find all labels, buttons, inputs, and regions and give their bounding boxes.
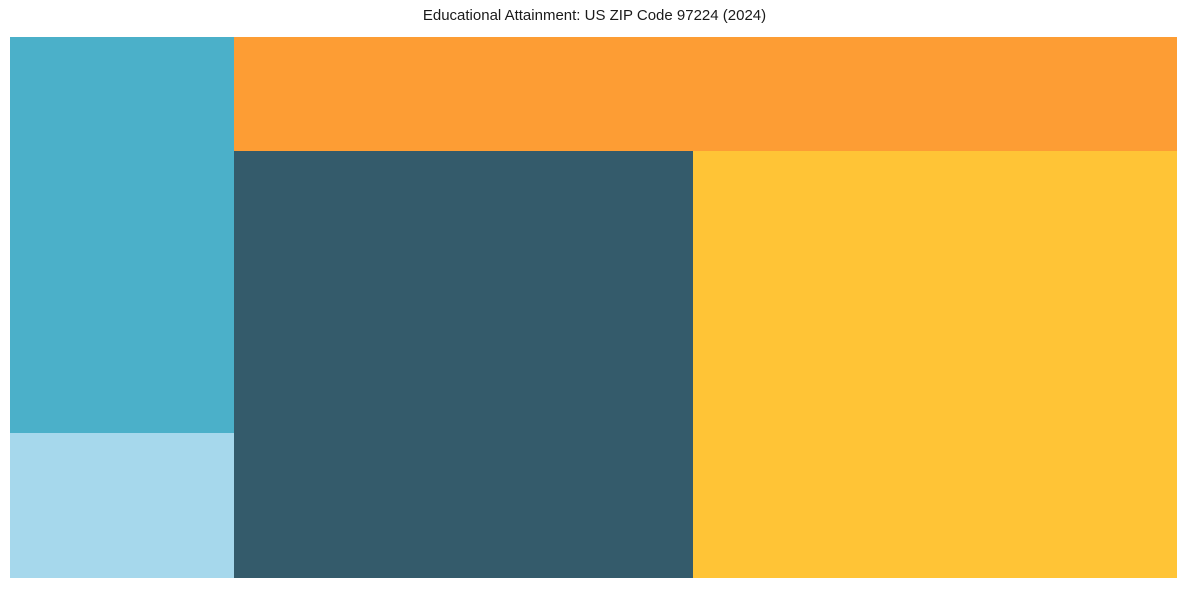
chart-title: Educational Attainment: US ZIP Code 9722… xyxy=(422,7,767,24)
tile-graduate-professional-degree[interactable]: Graduate or professional degree xyxy=(10,37,234,433)
tile-bachelors-degree[interactable]: Bachelor's degree xyxy=(693,151,1177,578)
tile-high-school-graduate[interactable]: High school graduate (includes equivalen… xyxy=(234,37,1177,151)
tile-some-college-associate[interactable]: Some college or Associate's degree xyxy=(234,151,693,578)
treemap-plot-area: Graduate or professional degree Less tha… xyxy=(10,37,1177,578)
tile-less-than-high-school[interactable]: Less than high school diploma xyxy=(10,433,234,578)
